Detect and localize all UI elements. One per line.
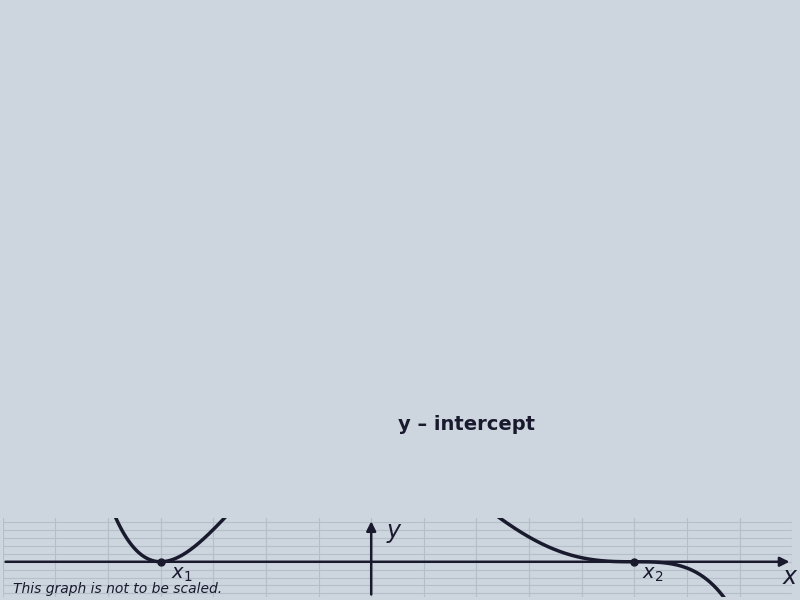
Text: $x_2$: $x_2$: [642, 565, 663, 584]
Text: x: x: [782, 565, 797, 589]
Text: y: y: [387, 519, 401, 543]
Text: y – intercept: y – intercept: [398, 415, 534, 434]
Text: This graph is not to be scaled.: This graph is not to be scaled.: [14, 582, 222, 596]
Text: $x_1$: $x_1$: [171, 565, 193, 584]
